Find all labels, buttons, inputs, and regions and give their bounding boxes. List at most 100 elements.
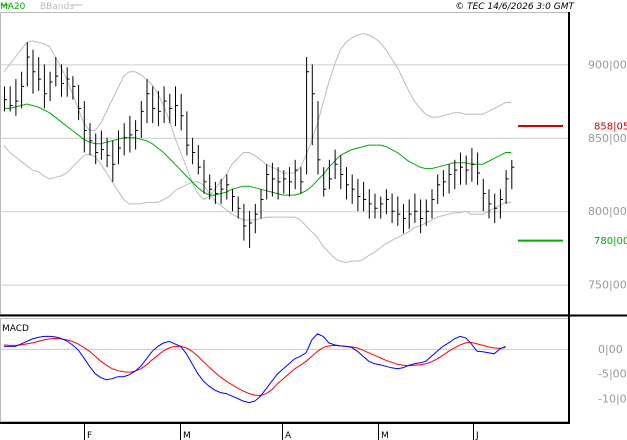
macd-tick-label: 0|00 bbox=[598, 343, 623, 356]
price-bar bbox=[203, 159, 207, 194]
price-bar bbox=[89, 123, 93, 156]
price-bar bbox=[9, 86, 13, 112]
ma20-layer bbox=[4, 103, 512, 196]
price-bar bbox=[397, 196, 401, 226]
price-bar bbox=[106, 137, 110, 168]
price-bar bbox=[385, 189, 389, 215]
price-tick-label: 900|00 bbox=[588, 58, 627, 71]
price-bar bbox=[129, 115, 133, 153]
month-label: M bbox=[381, 431, 389, 440]
price-bar bbox=[135, 120, 139, 150]
price-bar bbox=[209, 174, 213, 200]
price-bar bbox=[43, 64, 47, 109]
price-bar bbox=[175, 86, 178, 127]
price-bar bbox=[78, 84, 82, 121]
price-bar bbox=[226, 174, 230, 200]
macd-line bbox=[4, 333, 506, 404]
price-bar bbox=[123, 123, 127, 156]
price-bar bbox=[340, 155, 344, 190]
price-bar bbox=[289, 167, 292, 197]
price-bar bbox=[118, 130, 121, 165]
price-bar bbox=[482, 178, 486, 212]
price-bar bbox=[83, 101, 87, 153]
panel-frames bbox=[0, 12, 627, 424]
price-bar bbox=[140, 101, 144, 138]
price-bar bbox=[72, 76, 76, 100]
price-bar bbox=[100, 130, 104, 160]
price-bar bbox=[499, 189, 503, 219]
price-bar bbox=[21, 71, 25, 109]
price-bar bbox=[271, 162, 275, 197]
price-bar bbox=[300, 167, 304, 194]
price-bar bbox=[414, 193, 418, 223]
price-bar bbox=[49, 71, 53, 102]
price-bar bbox=[420, 199, 424, 234]
price-bar bbox=[254, 203, 258, 234]
price-bar bbox=[237, 196, 241, 219]
price-bar bbox=[494, 193, 498, 223]
price-bar bbox=[152, 86, 156, 124]
macd-axis: 0|00 -5|00 -10|00 bbox=[598, 343, 627, 406]
price-bar bbox=[192, 137, 196, 165]
price-bar bbox=[283, 170, 287, 194]
price-bar bbox=[328, 159, 332, 190]
price-bar bbox=[306, 57, 310, 175]
price-bar bbox=[448, 164, 452, 194]
price-bar bbox=[431, 189, 435, 219]
price-bar bbox=[334, 149, 338, 179]
price-bar bbox=[260, 189, 264, 219]
price-bar bbox=[277, 167, 281, 200]
price-bar bbox=[146, 79, 150, 124]
price-bar bbox=[249, 211, 253, 248]
price-bar bbox=[294, 159, 298, 190]
price-bar bbox=[4, 86, 7, 112]
month-label: M bbox=[183, 431, 191, 440]
price-bar bbox=[163, 86, 167, 124]
price-bar bbox=[311, 64, 315, 146]
month-label: A bbox=[285, 431, 292, 440]
price-bar bbox=[243, 203, 247, 241]
price-bar bbox=[442, 170, 446, 197]
price-bar bbox=[346, 167, 349, 200]
price-bar bbox=[408, 199, 412, 229]
price-tick-label: 850|00 bbox=[588, 132, 627, 145]
macd-label: MACD bbox=[2, 324, 29, 334]
price-bar bbox=[368, 189, 372, 219]
price-bar bbox=[61, 64, 64, 97]
price-bar bbox=[180, 93, 184, 131]
price-bar bbox=[15, 79, 19, 116]
price-bar bbox=[186, 111, 190, 156]
price-bar bbox=[266, 164, 270, 200]
bbands-upper-line bbox=[3, 33, 512, 201]
price-level-label: 858|05 bbox=[594, 121, 627, 132]
price-bar bbox=[363, 181, 367, 212]
price-levels: 858|05 780|00 bbox=[518, 121, 627, 247]
month-label: J bbox=[475, 431, 479, 440]
bbands-legend-label: BBands bbox=[40, 2, 74, 12]
macd-lines bbox=[3, 333, 506, 404]
price-bar bbox=[323, 167, 327, 197]
price-bar bbox=[220, 178, 224, 204]
price-bar bbox=[197, 145, 201, 175]
price-level-label: 780|00 bbox=[594, 236, 627, 247]
price-axis: 900|00 850|00 800|00 750|00 bbox=[588, 58, 627, 291]
price-bar bbox=[465, 155, 469, 185]
ma20-legend-label: MA20 bbox=[0, 2, 26, 12]
price-bar bbox=[471, 148, 475, 182]
macd-signal-line bbox=[3, 337, 506, 397]
price-bar bbox=[425, 199, 429, 226]
price-bar bbox=[32, 49, 36, 94]
price-bar bbox=[477, 152, 481, 185]
price-bar bbox=[317, 101, 321, 175]
price-bar bbox=[95, 133, 99, 165]
macd-tick-label: -5|00 bbox=[598, 368, 627, 381]
price-panel: 858|05 780|00 900|00 850|00 800|00 750|00 bbox=[1, 33, 627, 292]
price-bar bbox=[38, 57, 42, 91]
price-bar bbox=[66, 67, 70, 97]
price-bar bbox=[460, 152, 463, 185]
price-bar bbox=[374, 193, 378, 219]
price-bar bbox=[505, 170, 509, 204]
